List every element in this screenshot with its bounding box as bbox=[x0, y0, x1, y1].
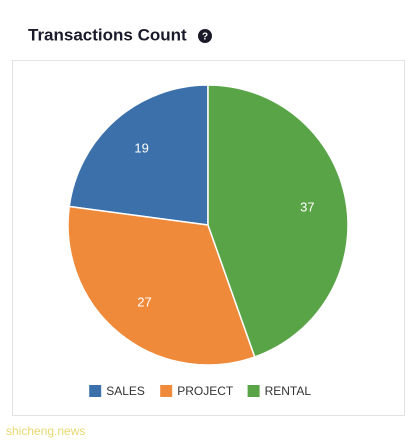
legend-swatch bbox=[247, 385, 260, 397]
legend-label: PROJECT bbox=[177, 384, 234, 398]
pie-slice bbox=[207, 84, 349, 358]
data-label: 37 bbox=[300, 199, 314, 214]
data-label: 27 bbox=[137, 295, 151, 310]
help-circle[interactable] bbox=[198, 29, 212, 43]
data-label: 19 bbox=[134, 141, 148, 156]
pie-slice bbox=[67, 205, 256, 366]
help-icon[interactable]: ? bbox=[198, 29, 212, 43]
legend-label: RENTAL bbox=[265, 384, 312, 398]
card bbox=[12, 60, 405, 416]
legend-swatch bbox=[160, 385, 173, 397]
legend-label: SALES bbox=[106, 384, 145, 398]
chart-title: Transactions Count bbox=[28, 25, 187, 44]
pie-slice bbox=[68, 84, 209, 226]
help-mark[interactable]: ? bbox=[202, 32, 208, 43]
watermark: shicheng.news bbox=[6, 424, 85, 438]
legend-swatch bbox=[89, 385, 102, 397]
